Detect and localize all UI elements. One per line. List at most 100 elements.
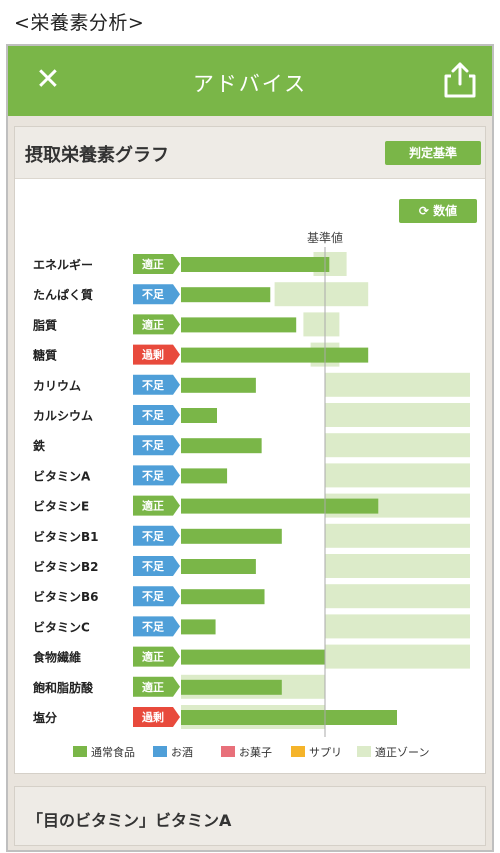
status-badge-label: 不足: [142, 379, 165, 392]
category-label: たんぱく質: [33, 287, 93, 302]
category-label: ビタミンE: [33, 499, 89, 514]
status-badge: [133, 707, 180, 727]
footer-tip-text: 「目のビタミン」ビタミンA: [27, 811, 232, 830]
status-badge-label: 不足: [142, 560, 165, 573]
value-bar: [181, 498, 379, 514]
status-badge-label: 不足: [142, 469, 165, 482]
status-badge: [133, 344, 180, 365]
legend-swatch: [357, 746, 371, 757]
status-badge-label: 不足: [142, 620, 165, 633]
category-label: ビタミンB2: [33, 559, 99, 574]
zone-bar: [325, 614, 470, 639]
status-badge-label: 適正: [142, 650, 164, 664]
value-bar: [181, 589, 265, 605]
status-badge: [133, 646, 180, 667]
status-badge-label: 過剰: [141, 710, 164, 724]
status-badge-label: 不足: [142, 439, 165, 452]
status-badge: [133, 465, 180, 486]
status-badge-label: 不足: [142, 530, 165, 543]
reference-label: 基準値: [307, 230, 343, 245]
nutrient-graph-card: 摂取栄養素グラフ 判定基準 ⟳ 数値 基準値 エネルギー 適正 たんぱく質 不足 脂質 適正…: [14, 126, 486, 774]
legend-swatch: [291, 746, 305, 757]
legend-swatch: [73, 746, 87, 757]
zone-bar: [303, 312, 340, 337]
zone-bar: [325, 584, 470, 609]
zone-bar: [325, 372, 470, 397]
category-label: 脂質: [32, 317, 57, 332]
category-label: カリウム: [33, 379, 81, 393]
status-badge: [133, 254, 180, 274]
judge-criteria-button[interactable]: 判定基準: [385, 141, 481, 165]
zone-bar: [325, 463, 470, 488]
category-label: 飽和脂肪酸: [32, 680, 94, 695]
status-badge-label: 適正: [142, 257, 164, 271]
value-bar: [181, 710, 397, 725]
legend-label: 通常食品: [91, 745, 135, 759]
status-badge: [133, 314, 180, 335]
status-badge: [133, 495, 180, 516]
legend-label: 適正ゾーン: [375, 745, 429, 759]
share-icon[interactable]: [442, 60, 478, 100]
value-bar: [181, 679, 282, 695]
status-badge: [133, 556, 180, 576]
status-badge: [133, 586, 180, 607]
zone-bar: [325, 523, 470, 548]
value-bar: [181, 468, 228, 484]
category-label: ビタミンC: [33, 619, 90, 634]
status-badge: [133, 405, 180, 425]
nutrient-chart: 基準値エネルギー 適正たんぱく質 不足脂質 適正糖質 過剰カリウム 不足カルシウム 不足鉄不…: [32, 230, 470, 759]
zone-bar: [325, 554, 470, 578]
category-label: カルシウム: [33, 409, 93, 423]
card-title: 摂取栄養素グラフ: [25, 145, 169, 166]
value-bar: [181, 287, 271, 303]
zone-bar: [325, 433, 470, 458]
value-bar: [181, 377, 256, 393]
page-caption: <栄養素分析>: [14, 12, 145, 34]
app-bar: ✕ アドバイス: [8, 46, 492, 116]
status-badge-label: 過剰: [141, 348, 164, 362]
value-bar: [181, 317, 297, 333]
status-badge-label: 適正: [142, 680, 164, 694]
category-label: 鉄: [33, 438, 45, 453]
category-label: ビタミンB1: [33, 529, 99, 544]
legend-label: お酒: [171, 746, 193, 759]
value-bar: [181, 257, 330, 272]
phone-screen: ✕ アドバイス 摂取栄養素グラフ 判定基準 ⟳ 数値 基準値 エネルギー 適正 たんぱ…: [6, 44, 494, 852]
refresh-icon: ⟳: [418, 204, 434, 218]
zone-bar: [325, 644, 470, 669]
value-bar: [181, 528, 282, 544]
close-icon[interactable]: ✕: [35, 62, 61, 97]
value-bar: [181, 649, 325, 665]
legend-label: サプリ: [309, 746, 342, 759]
status-badge: [133, 284, 180, 305]
category-label: ビタミンB6: [33, 589, 99, 604]
status-badge: [133, 525, 180, 546]
value-bar: [181, 408, 217, 423]
status-badge-label: 不足: [142, 288, 165, 301]
legend-swatch: [221, 746, 235, 757]
status-badge: [133, 374, 180, 395]
status-badge: [133, 616, 180, 637]
value-bar: [181, 559, 256, 574]
legend-label: お菓子: [239, 746, 272, 759]
value-bar: [181, 619, 216, 635]
category-label: エネルギー: [33, 257, 93, 272]
card-header: 摂取栄養素グラフ 判定基準: [15, 127, 485, 179]
status-badge-label: 不足: [142, 409, 165, 422]
zone-bar: [325, 403, 470, 427]
value-bar: [181, 438, 262, 454]
category-label: 糖質: [33, 348, 57, 363]
category-label: 塩分: [33, 710, 57, 725]
footer-tip[interactable]: 「目のビタミン」ビタミンA: [14, 786, 486, 846]
app-bar-title: アドバイス: [192, 72, 308, 96]
show-values-button[interactable]: ⟳ 数値: [399, 199, 477, 223]
legend-swatch: [153, 746, 167, 757]
zone-bar: [274, 282, 369, 307]
status-badge: [133, 435, 180, 456]
show-values-label: 数値: [433, 204, 458, 218]
category-label: 食物繊維: [32, 650, 81, 665]
value-bar: [181, 347, 369, 363]
status-badge-label: 適正: [142, 317, 164, 331]
status-badge-label: 適正: [142, 499, 164, 513]
category-label: ビタミンA: [33, 468, 91, 483]
